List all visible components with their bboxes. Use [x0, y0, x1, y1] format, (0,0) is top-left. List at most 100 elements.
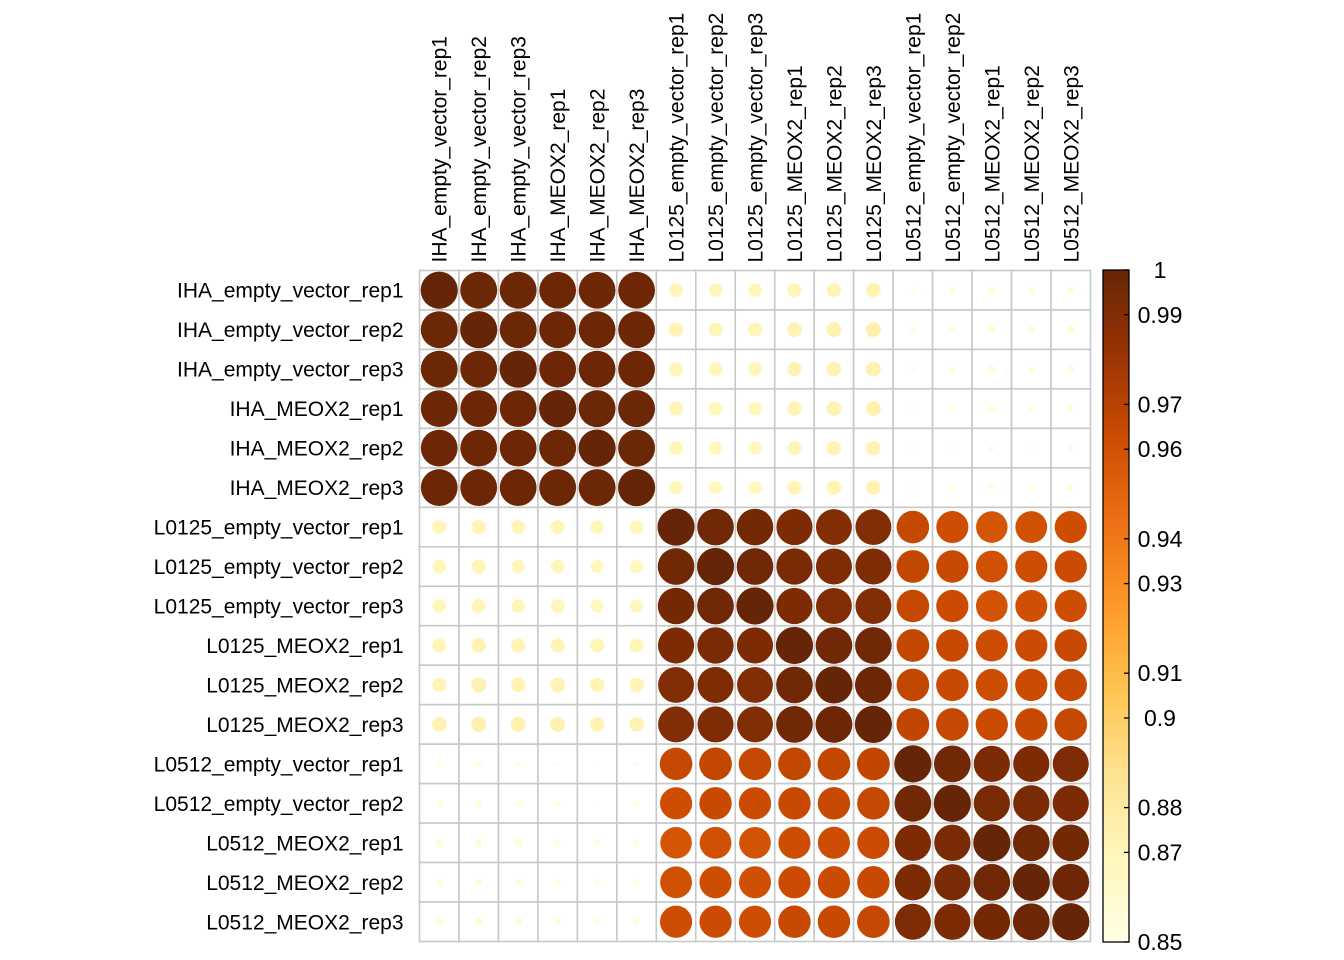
- row-label: L0125_empty_vector_rep2: [154, 556, 404, 579]
- correlation-circle: [1054, 668, 1087, 702]
- correlation-circle: [590, 520, 604, 534]
- correlation-circle: [936, 708, 969, 741]
- correlation-circle: [1015, 550, 1048, 583]
- correlation-circle: [865, 361, 881, 377]
- correlation-circle: [432, 677, 447, 693]
- correlation-circle: [778, 747, 811, 781]
- correlation-circle: [857, 826, 890, 859]
- correlation-circle: [736, 548, 774, 585]
- row-label: L0125_empty_vector_rep3: [154, 595, 404, 618]
- correlation-circle: [420, 469, 458, 506]
- correlation-circle: [896, 510, 930, 544]
- correlation-circle: [894, 824, 931, 861]
- correlation-circle: [420, 429, 458, 467]
- correlation-circle: [554, 879, 561, 886]
- correlation-circle: [1052, 824, 1090, 862]
- correlation-circle: [1028, 405, 1035, 412]
- correlation-circle: [910, 366, 916, 372]
- correlation-circle: [934, 864, 971, 901]
- correlation-circle: [590, 559, 604, 574]
- correlation-circle: [697, 508, 734, 546]
- column-label: L0512_MEOX2_rep1: [981, 65, 1004, 262]
- correlation-circle: [514, 878, 522, 886]
- correlation-circle: [617, 468, 656, 507]
- correlation-circle: [1015, 589, 1048, 622]
- correlation-circle: [629, 677, 644, 693]
- correlation-circle: [471, 559, 486, 574]
- correlation-circle: [815, 705, 853, 743]
- correlation-circle: [1028, 445, 1034, 451]
- correlation-circle: [1028, 484, 1034, 491]
- correlation-circle: [949, 484, 955, 491]
- correlation-circle: [555, 800, 561, 806]
- row-labels: IHA_empty_vector_rep1 IHA_empty_vector_re…: [154, 280, 404, 935]
- correlation-circle: [776, 548, 813, 585]
- correlation-circle: [669, 441, 683, 455]
- correlation-circle: [1015, 708, 1048, 741]
- correlation-circle: [817, 866, 851, 899]
- correlation-circle: [787, 401, 802, 416]
- correlation-circle: [475, 799, 483, 807]
- correlation-circle: [975, 629, 1008, 662]
- correlation-circle: [826, 283, 842, 298]
- correlation-circle: [778, 905, 811, 938]
- column-label: L0125_empty_vector_rep2: [705, 13, 728, 263]
- colorbar-tick-label: 0.91: [1138, 660, 1183, 686]
- correlation-circle: [629, 559, 644, 574]
- correlation-circle: [420, 390, 458, 428]
- column-label: L0125_empty_vector_rep3: [744, 13, 767, 263]
- correlation-circle: [1067, 286, 1075, 294]
- correlation-circle: [594, 879, 600, 885]
- correlation-circle: [1013, 785, 1050, 822]
- correlation-circle: [657, 548, 695, 585]
- correlation-circle: [1054, 510, 1087, 544]
- correlation-circle: [815, 509, 852, 546]
- correlation-circle: [539, 390, 577, 428]
- correlation-circle: [815, 548, 852, 585]
- correlation-circle: [894, 864, 931, 901]
- correlation-circle: [474, 878, 483, 887]
- correlation-circle: [708, 480, 723, 495]
- correlation-circle: [658, 666, 695, 703]
- correlation-circle: [776, 706, 813, 743]
- correlation-circle: [817, 747, 851, 781]
- correlation-circle: [1054, 589, 1087, 623]
- color-legend: 1 0.99 0.97 0.96 0.94 0.93 0.91 0.9 0.88 0.87 0.85: [1102, 257, 1183, 955]
- correlation-circle: [634, 761, 639, 767]
- correlation-circle: [436, 800, 443, 807]
- correlation-circle: [973, 785, 1010, 822]
- correlation-circle: [896, 589, 930, 623]
- correlation-circle: [697, 587, 734, 625]
- correlation-circle: [894, 745, 932, 783]
- correlation-circle: [460, 350, 498, 388]
- correlation-circle: [474, 917, 483, 926]
- correlation-circle: [539, 429, 577, 467]
- correlation-circle: [739, 826, 771, 859]
- correlation-circle: [539, 350, 577, 388]
- correlation-circle: [826, 361, 842, 377]
- correlation-circle: [699, 787, 732, 820]
- correlation-circle: [815, 588, 852, 624]
- correlation-circle: [854, 666, 892, 704]
- correlation-circle: [787, 480, 802, 495]
- correlation-circle: [511, 638, 526, 653]
- correlation-circle: [748, 441, 762, 455]
- correlation-circle: [911, 446, 915, 450]
- correlation-circle: [435, 918, 443, 926]
- correlation-circle: [618, 350, 655, 388]
- colorbar-tick-label: 0.96: [1138, 436, 1183, 462]
- correlation-circle: [975, 590, 1008, 622]
- correlation-circle: [975, 668, 1008, 702]
- correlation-circle: [817, 826, 851, 859]
- correlation-circle: [910, 485, 916, 490]
- correlation-circle: [499, 469, 537, 506]
- correlation-circle: [471, 638, 486, 653]
- correlation-circle: [578, 271, 616, 309]
- correlation-circle: [748, 401, 762, 416]
- correlation-circle: [511, 520, 526, 535]
- row-label: IHA_MEOX2_rep1: [230, 398, 404, 421]
- correlation-circle: [510, 716, 526, 732]
- correlation-circle: [699, 905, 732, 938]
- row-label: L0125_MEOX2_rep3: [206, 714, 403, 737]
